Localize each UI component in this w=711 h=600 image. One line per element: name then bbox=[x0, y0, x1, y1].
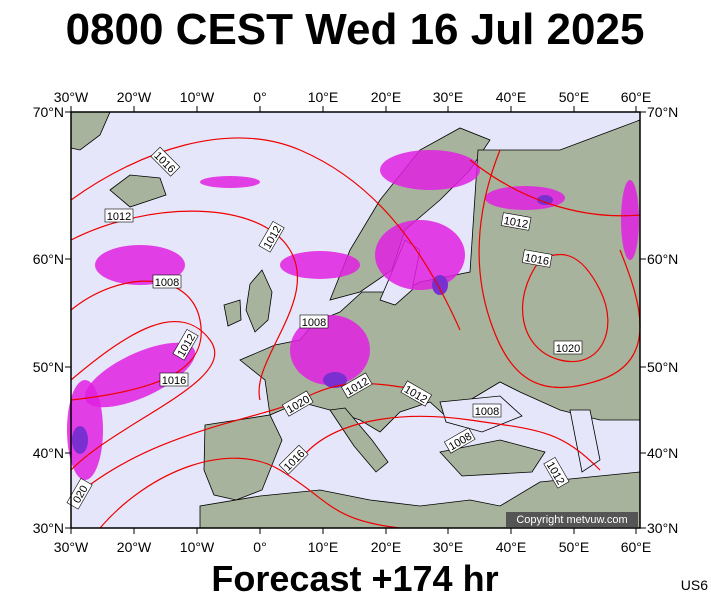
isobar bbox=[70, 280, 202, 401]
label-box bbox=[104, 208, 134, 223]
label-box bbox=[472, 403, 502, 418]
lon-label: 20°W bbox=[117, 539, 152, 555]
isobar bbox=[70, 137, 461, 331]
rain-area bbox=[621, 180, 639, 260]
isobar-label: 1012 bbox=[500, 212, 532, 231]
isobar bbox=[70, 321, 216, 471]
label-box bbox=[543, 456, 570, 489]
label-box bbox=[400, 380, 433, 407]
isobar bbox=[99, 457, 401, 529]
lon-label: 40°E bbox=[496, 539, 527, 555]
ireland bbox=[223, 299, 242, 327]
lon-label: 50°E bbox=[559, 539, 590, 555]
rain-area bbox=[485, 186, 565, 210]
isobar bbox=[299, 415, 601, 471]
axes: 30°W 30°W 20°W 20°W 10°W 10°W 0° 0° 10°E 10°E 20°E… bbox=[33, 89, 679, 555]
lon-label: 60°E bbox=[621, 539, 652, 555]
lat-label: 30°N bbox=[647, 520, 678, 536]
lon-label: 20°E bbox=[371, 89, 402, 105]
isobar-value: 1020 bbox=[556, 343, 580, 355]
label-box bbox=[340, 372, 373, 399]
label-box bbox=[172, 328, 199, 361]
lon-label: 10°W bbox=[180, 89, 215, 105]
label-box bbox=[150, 146, 181, 177]
isobar bbox=[469, 159, 641, 217]
label-box bbox=[500, 212, 532, 231]
heavy-rain bbox=[72, 426, 88, 454]
isobar-value: 1008 bbox=[155, 277, 179, 289]
lat-label: 40°N bbox=[33, 445, 64, 461]
lon-label: 50°E bbox=[559, 89, 590, 105]
label-box bbox=[159, 372, 189, 387]
label-box bbox=[278, 444, 309, 475]
britain bbox=[245, 269, 273, 333]
lon-label: 0° bbox=[253, 89, 266, 105]
lat-label: 50°N bbox=[33, 359, 64, 375]
lon-label: 30°W bbox=[54, 539, 89, 555]
lon-label: 30°E bbox=[433, 89, 464, 105]
label-box bbox=[281, 390, 314, 417]
lon-label: 0° bbox=[253, 539, 266, 555]
isobar-label: 1008 bbox=[152, 274, 182, 289]
lat-label: 50°N bbox=[647, 359, 678, 375]
lon-label: 30°W bbox=[54, 89, 89, 105]
lon-label: 60°E bbox=[621, 89, 652, 105]
isobar-value: 1016 bbox=[524, 252, 550, 268]
title: 0800 CEST Wed 16 Jul 2025 bbox=[66, 5, 645, 54]
label-box bbox=[521, 249, 553, 268]
isobar-value: 1008 bbox=[302, 317, 326, 329]
label-box bbox=[258, 220, 285, 253]
lon-label: 30°E bbox=[433, 539, 464, 555]
iceland bbox=[109, 174, 167, 208]
rain-area bbox=[290, 315, 370, 385]
rain-area bbox=[84, 342, 196, 408]
iberia bbox=[203, 414, 283, 501]
lat-label: 60°N bbox=[647, 251, 678, 267]
lat-label: 40°N bbox=[647, 445, 678, 461]
isobar bbox=[522, 253, 609, 363]
lat-label: 70°N bbox=[647, 104, 678, 120]
isobar-value: 1012 bbox=[107, 211, 131, 223]
label-box bbox=[299, 314, 329, 329]
copyright: Copyright metvuw.com bbox=[516, 514, 627, 526]
isobar-label: 1008 bbox=[299, 314, 329, 329]
turkey bbox=[439, 439, 546, 477]
rain-area bbox=[380, 150, 480, 190]
italy bbox=[329, 407, 389, 473]
lon-label: 10°E bbox=[308, 89, 339, 105]
isobar bbox=[70, 210, 298, 401]
lat-label: 70°N bbox=[33, 104, 64, 120]
isobar-label: 1008 bbox=[472, 403, 502, 418]
lon-label: 20°E bbox=[371, 539, 402, 555]
rain-area bbox=[200, 176, 260, 188]
lon-label: 40°E bbox=[496, 89, 527, 105]
model-code: US6 bbox=[681, 577, 708, 593]
copyright-box bbox=[506, 512, 638, 527]
label-box bbox=[443, 427, 476, 454]
label-box bbox=[553, 340, 583, 355]
label-box bbox=[152, 274, 182, 289]
map-frame bbox=[70, 111, 641, 529]
isobar-value: 1012 bbox=[503, 215, 529, 231]
forecast: Forecast +174 hr bbox=[211, 558, 498, 599]
isobar-value: 1008 bbox=[475, 406, 499, 418]
lon-label: 10°E bbox=[308, 539, 339, 555]
lat-label: 30°N bbox=[33, 520, 64, 536]
isobar-label: 1016 bbox=[521, 249, 553, 268]
lon-label: 20°W bbox=[117, 89, 152, 105]
heavy-rain bbox=[537, 195, 553, 205]
isobar-label: 1020 bbox=[553, 340, 583, 355]
lat-label: 60°N bbox=[33, 251, 64, 267]
isobar-value: 1016 bbox=[162, 375, 186, 387]
rain-area bbox=[280, 251, 360, 279]
isobar-label: 1016 bbox=[159, 372, 189, 387]
heavy-rain bbox=[323, 372, 347, 388]
isobar-label: 1012 bbox=[104, 208, 134, 223]
label-box bbox=[66, 477, 93, 510]
heavy-rain bbox=[432, 275, 448, 295]
lon-label: 10°W bbox=[180, 539, 215, 555]
